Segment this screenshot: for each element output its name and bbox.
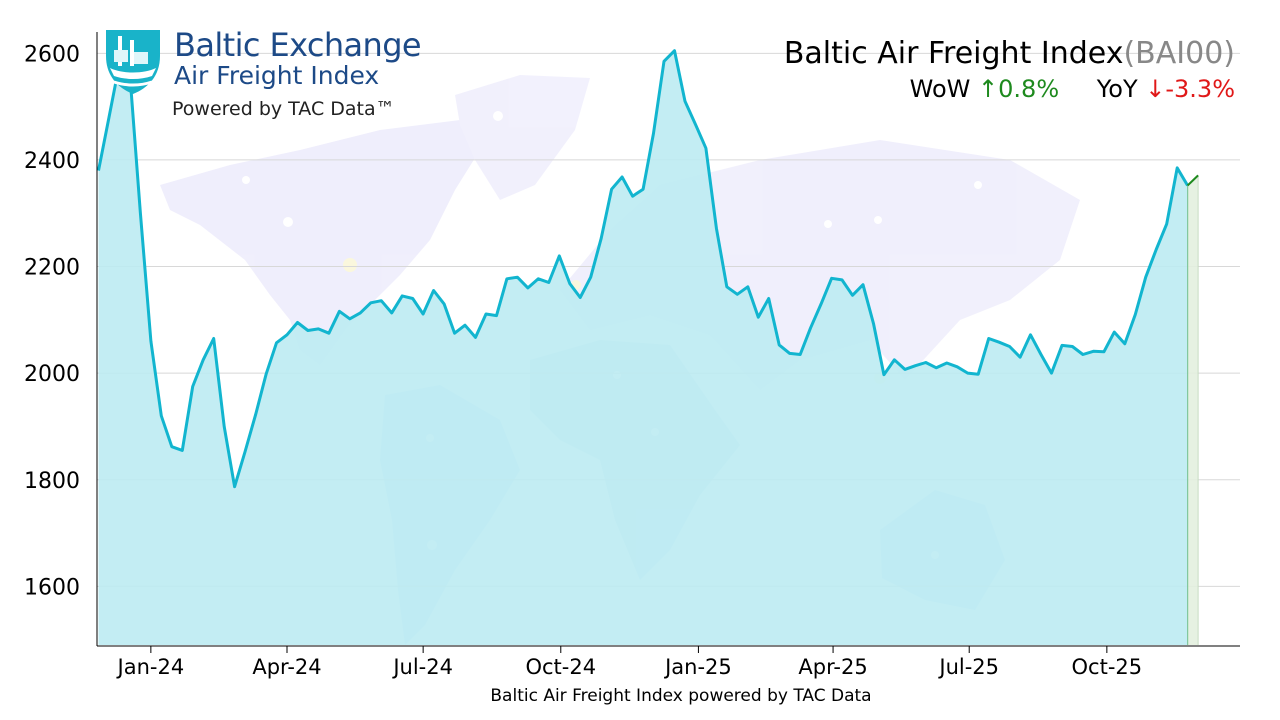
logo-line-1: Baltic Exchange [174, 26, 422, 64]
x-tick-label-Jan-24: Jan-24 [116, 655, 185, 679]
chart-lines [97, 49, 1199, 489]
chart-title-row: Baltic Air Freight Index(BAI00) [784, 36, 1235, 71]
x-tick-label-Jan-25: Jan-25 [663, 655, 732, 679]
logo-line-2: Air Freight Index [174, 61, 380, 90]
y-tick-label-2000: 2000 [24, 362, 80, 387]
x-tick-label-Jul-25: Jul-25 [937, 655, 999, 679]
x-tick-label-Jul-24: Jul-24 [391, 655, 453, 679]
y-tick-label-2600: 2600 [24, 42, 80, 67]
wow-value-text: 0.8% [998, 75, 1060, 103]
y-tick-label-2400: 2400 [24, 149, 80, 174]
x-axis-caption: Baltic Air Freight Index powered by TAC … [490, 686, 871, 706]
down-arrow-icon: ↓ [1145, 75, 1166, 103]
chart-title: Baltic Air Freight Index [783, 36, 1124, 71]
x-axis-ticks: Jan-24 Apr-24 Jul-24 Oct-24 Jan-25 Apr-25 Jul-… [116, 646, 1143, 679]
x-tick-label-Apr-25: Apr-25 [798, 655, 867, 679]
yoy-value: ↓-3.3% [1145, 75, 1235, 103]
wow-label: WoW [909, 75, 971, 103]
chart-areas [98, 50, 1199, 645]
y-tick-label-1600: 1600 [24, 575, 80, 600]
x-tick-label-Oct-24: Oct-24 [525, 655, 596, 679]
index-line [97, 49, 1189, 489]
latest-week-area-fill [1187, 175, 1199, 645]
y-tick-label-2200: 2200 [24, 256, 80, 281]
logo-line-3: Powered by TAC Data™ [172, 98, 395, 120]
chart-title-block: Baltic Air Freight Index(BAI00) WoW ↑0.8… [784, 36, 1235, 103]
x-tick-label-Oct-25: Oct-25 [1072, 655, 1143, 679]
yoy-value-text: -3.3% [1165, 75, 1235, 103]
wow-value: ↑0.8% [978, 75, 1059, 103]
up-arrow-icon: ↑ [978, 75, 999, 103]
change-stats: WoW ↑0.8% YoY ↓-3.3% [784, 75, 1235, 103]
map-greenland [455, 75, 590, 200]
map-north-america [160, 120, 480, 365]
baltic-ship-logo-icon [106, 30, 160, 94]
latest-week-line [1186, 174, 1199, 187]
index-code: (BAI00) [1123, 36, 1235, 71]
yoy-label: YoY [1096, 75, 1138, 103]
y-axis-ticks: 1600 1800 2000 2200 2400 2600 [24, 42, 80, 600]
index-area-fill [98, 50, 1188, 645]
y-tick-label-1800: 1800 [24, 469, 80, 494]
x-tick-label-Apr-24: Apr-24 [252, 655, 321, 679]
